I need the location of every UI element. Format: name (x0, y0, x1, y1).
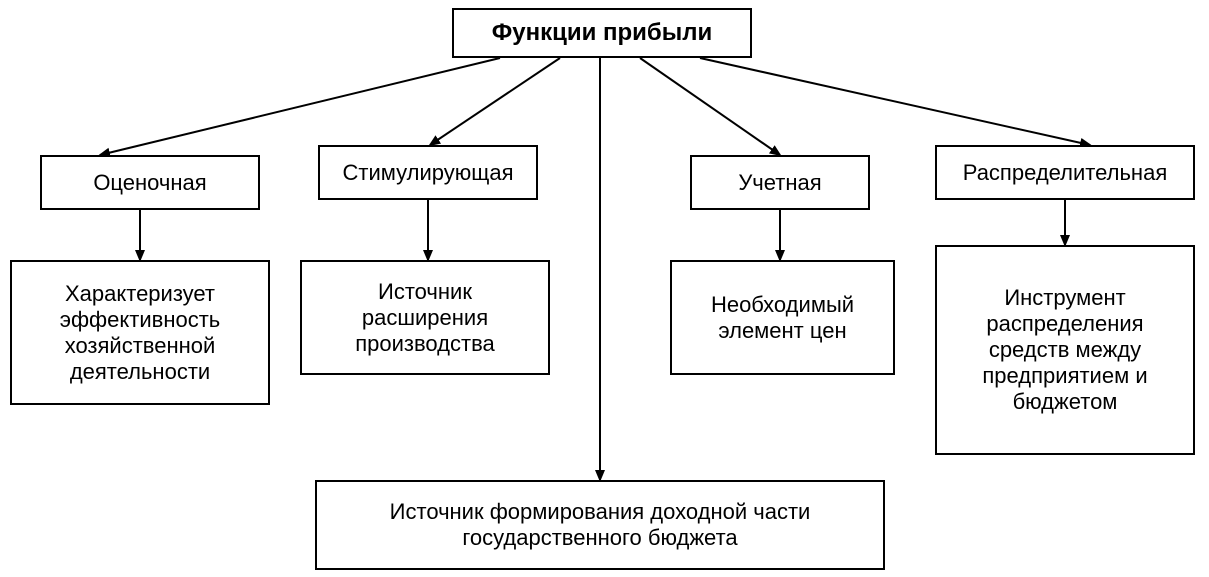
node-n3: Учетная (690, 155, 870, 210)
edge-root-n3 (640, 58, 780, 155)
node-label: Характеризует эффективность хозяйственно… (24, 281, 256, 385)
node-label: Стимулирующая (342, 160, 513, 186)
edge-root-n2 (430, 58, 560, 145)
node-d2: Источник расширения производства (300, 260, 550, 375)
node-n1: Оценочная (40, 155, 260, 210)
node-label: Инструмент распределения средств между п… (949, 285, 1181, 415)
node-root: Функции прибыли (452, 8, 752, 58)
node-d4: Инструмент распределения средств между п… (935, 245, 1195, 455)
edge-root-n1 (100, 58, 500, 155)
edge-root-n4 (700, 58, 1090, 145)
node-label: Учетная (738, 170, 821, 196)
node-label: Распределительная (963, 160, 1167, 186)
node-d1: Характеризует эффективность хозяйственно… (10, 260, 270, 405)
node-d3: Необходимый элемент цен (670, 260, 895, 375)
node-label: Источник расширения производства (314, 279, 536, 357)
node-label: Функции прибыли (492, 19, 713, 47)
node-label: Необходимый элемент цен (684, 292, 881, 344)
node-d5: Источник формирования доходной части гос… (315, 480, 885, 570)
node-n4: Распределительная (935, 145, 1195, 200)
node-n2: Стимулирующая (318, 145, 538, 200)
node-label: Оценочная (93, 170, 206, 196)
node-label: Источник формирования доходной части гос… (329, 499, 871, 551)
